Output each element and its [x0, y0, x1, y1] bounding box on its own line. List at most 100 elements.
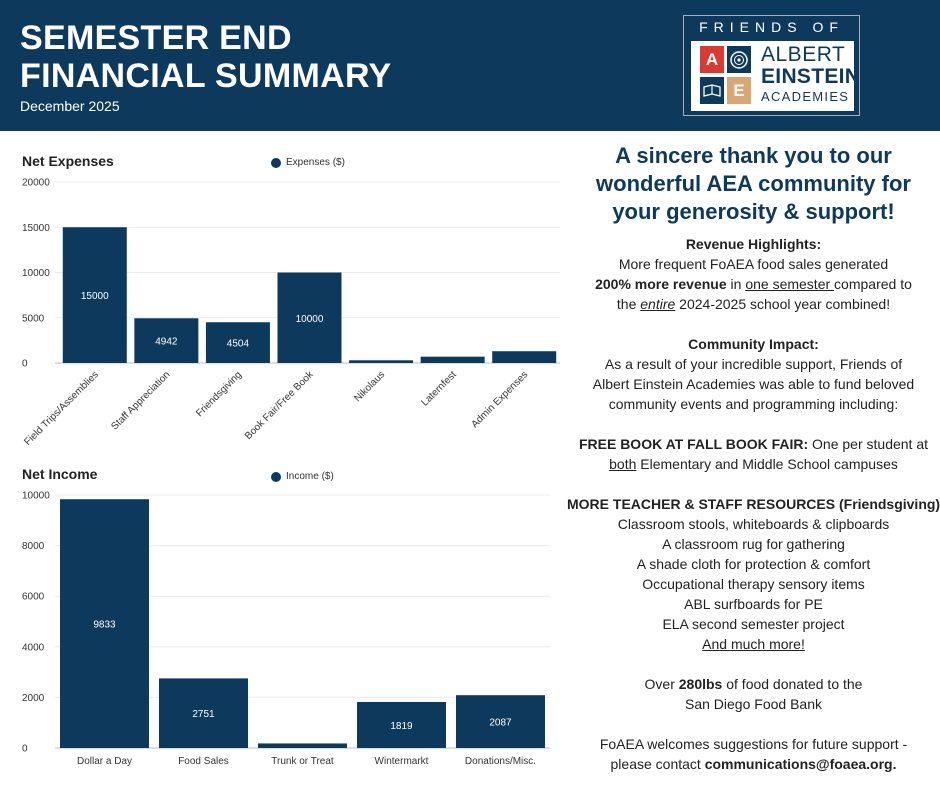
page-title-line-1: SEMESTER END — [20, 19, 292, 57]
bar-value-label: 4504 — [227, 339, 250, 350]
revenue-line-3: the entire 2024-2025 school year combine… — [567, 294, 940, 314]
report-date: December 2025 — [20, 98, 120, 114]
y-tick-label: 0 — [22, 359, 28, 370]
bar — [134, 318, 199, 363]
y-tick-label: 10000 — [22, 491, 50, 502]
y-tick-label: 20000 — [22, 178, 50, 189]
bar — [159, 678, 248, 748]
x-tick-label: Wintermarkt — [375, 756, 429, 767]
income-chart: 0 2000 4000 6000 8000 10000 9833 Dollar a Day 27… — [22, 491, 550, 767]
x-tick-label: Nikolaus — [352, 369, 387, 404]
x-tick-label: Food Sales — [178, 756, 229, 767]
thank-you-panel: A sincere thank you to our wonderful AEA… — [567, 142, 940, 774]
free-book-text: Elementary and Middle School campuses — [636, 456, 898, 472]
resource-item: A classroom rug for gathering — [662, 536, 845, 552]
food-donation-line-1: Over 280lbs of food donated to the — [567, 674, 940, 694]
x-tick-label: Book Fair/Free Book — [243, 369, 316, 442]
x-tick-label: Friendsgiving — [194, 369, 244, 419]
teacher-resources-heading: MORE TEACHER & STAFF RESOURCES (Friendsg… — [567, 496, 940, 512]
free-book-text: One per student at — [808, 436, 929, 452]
x-tick-label: Trunk or Treat — [271, 756, 334, 767]
legend-swatch — [271, 157, 281, 168]
page-title-line-2: FINANCIAL SUMMARY — [20, 57, 392, 95]
one-semester-text: one semester — [745, 276, 835, 292]
bar-value-label: 9833 — [93, 620, 116, 631]
seal-icon — [727, 46, 751, 73]
logo-word-academies: ACADEMIES — [761, 89, 850, 104]
y-tick-label: 2000 — [22, 693, 45, 704]
free-book-heading: FREE BOOK AT FALL BOOK FAIR: — [578, 436, 809, 452]
bar — [357, 701, 446, 748]
revenue-text: the — [616, 296, 641, 312]
contact-email[interactable]: communications@foaea.org. — [704, 756, 897, 772]
y-tick-label: 10000 — [22, 268, 50, 279]
aea-logo: FRIENDS OF A E ALBERT EINSTEIN AC — [683, 15, 860, 116]
community-line: community events and programming includi… — [608, 396, 899, 412]
community-line: Albert Einstein Academies was able to fu… — [592, 376, 915, 392]
both-text: both — [609, 456, 637, 472]
free-book-line-2: both Elementary and Middle School campus… — [567, 454, 940, 474]
y-tick-label: 8000 — [22, 541, 45, 552]
revenue-text: compared to — [834, 276, 912, 292]
logo-tile-e: E — [727, 77, 751, 104]
entire-text: entire — [640, 296, 676, 312]
free-book-line-1: FREE BOOK AT FALL BOOK FAIR: One per stu… — [567, 434, 940, 454]
bar — [62, 227, 127, 363]
logo-tile-a: A — [700, 46, 724, 73]
x-tick-label: Staff Appreciation — [109, 369, 172, 432]
expenses-chart-title: Net Expenses — [22, 153, 114, 169]
expenses-legend: Expenses ($) — [271, 157, 345, 168]
y-tick-label: 5000 — [22, 313, 45, 324]
bar-value-label: 2751 — [192, 709, 215, 720]
bar-value-label: 10000 — [296, 314, 324, 325]
resource-item: Occupational therapy sensory items — [642, 576, 865, 592]
revenue-text: 2024-2025 school year combined! — [675, 296, 891, 312]
food-donation-line-2: San Diego Food Bank — [685, 696, 822, 712]
resource-item: Classroom stools, whiteboards & clipboar… — [617, 516, 890, 532]
bar — [205, 322, 270, 363]
bar — [258, 743, 347, 748]
y-tick-label: 4000 — [22, 642, 45, 653]
logo-friends-of: FRIENDS OF — [699, 19, 844, 35]
resource-item: A shade cloth for protection & comfort — [636, 556, 871, 572]
expenses-chart: 0 5000 10000 15000 20000 15000 Field Trips/Ass… — [22, 178, 560, 448]
logo-word-einstein: EINSTEIN — [761, 65, 861, 88]
revenue-line-1: More frequent FoAEA food sales generated — [618, 256, 889, 272]
income-chart-title: Net Income — [22, 466, 98, 482]
food-text: Over — [644, 676, 679, 692]
x-tick-label: Admin Expenses — [469, 369, 530, 430]
bar-value-label: 4942 — [155, 337, 178, 348]
x-tick-label: Dollar a Day — [77, 756, 132, 767]
contact-text: please contact — [610, 756, 705, 772]
income-legend-label: Income ($) — [286, 471, 334, 482]
bar — [420, 356, 485, 363]
community-heading: Community Impact: — [688, 336, 819, 352]
logo-wordmark: ALBERT EINSTEIN ACADEMIES — [761, 44, 860, 105]
bar — [349, 360, 414, 363]
bar — [492, 351, 557, 363]
y-tick-label: 15000 — [22, 223, 50, 234]
food-text: of food donated to the — [722, 676, 863, 692]
revenue-text: in — [726, 276, 746, 292]
thank-you-heading: A sincere thank you to our wonderful AEA… — [567, 142, 940, 226]
thank-you-line: wonderful AEA community for — [596, 171, 911, 196]
income-legend: Income ($) — [271, 471, 334, 482]
resource-item: ABL surfboards for PE — [684, 596, 823, 612]
logo-panel: A E ALBERT EINSTEIN ACADEMIES — [691, 41, 860, 111]
contact-line-2: please contact communications@foaea.org. — [567, 754, 940, 774]
revenue-highlight: 200% more revenue — [595, 276, 727, 292]
bar — [456, 695, 545, 748]
x-tick-label: Donations/Misc. — [465, 756, 536, 767]
header-banner: SEMESTER END FINANCIAL SUMMARY December … — [0, 0, 940, 131]
bar — [277, 272, 342, 363]
bar-value-label: 1819 — [390, 721, 413, 732]
and-much-more-text: And much more! — [702, 636, 805, 652]
resource-item: ELA second semester project — [662, 616, 845, 632]
book-icon — [700, 77, 724, 104]
expenses-legend-label: Expenses ($) — [286, 157, 345, 168]
community-line: As a result of your incredible support, … — [604, 356, 903, 372]
bar — [60, 499, 149, 748]
logo-word-albert: ALBERT — [761, 43, 846, 66]
x-tick-label: Laternfest — [420, 369, 459, 408]
thank-you-line: your generosity & support! — [612, 199, 895, 224]
